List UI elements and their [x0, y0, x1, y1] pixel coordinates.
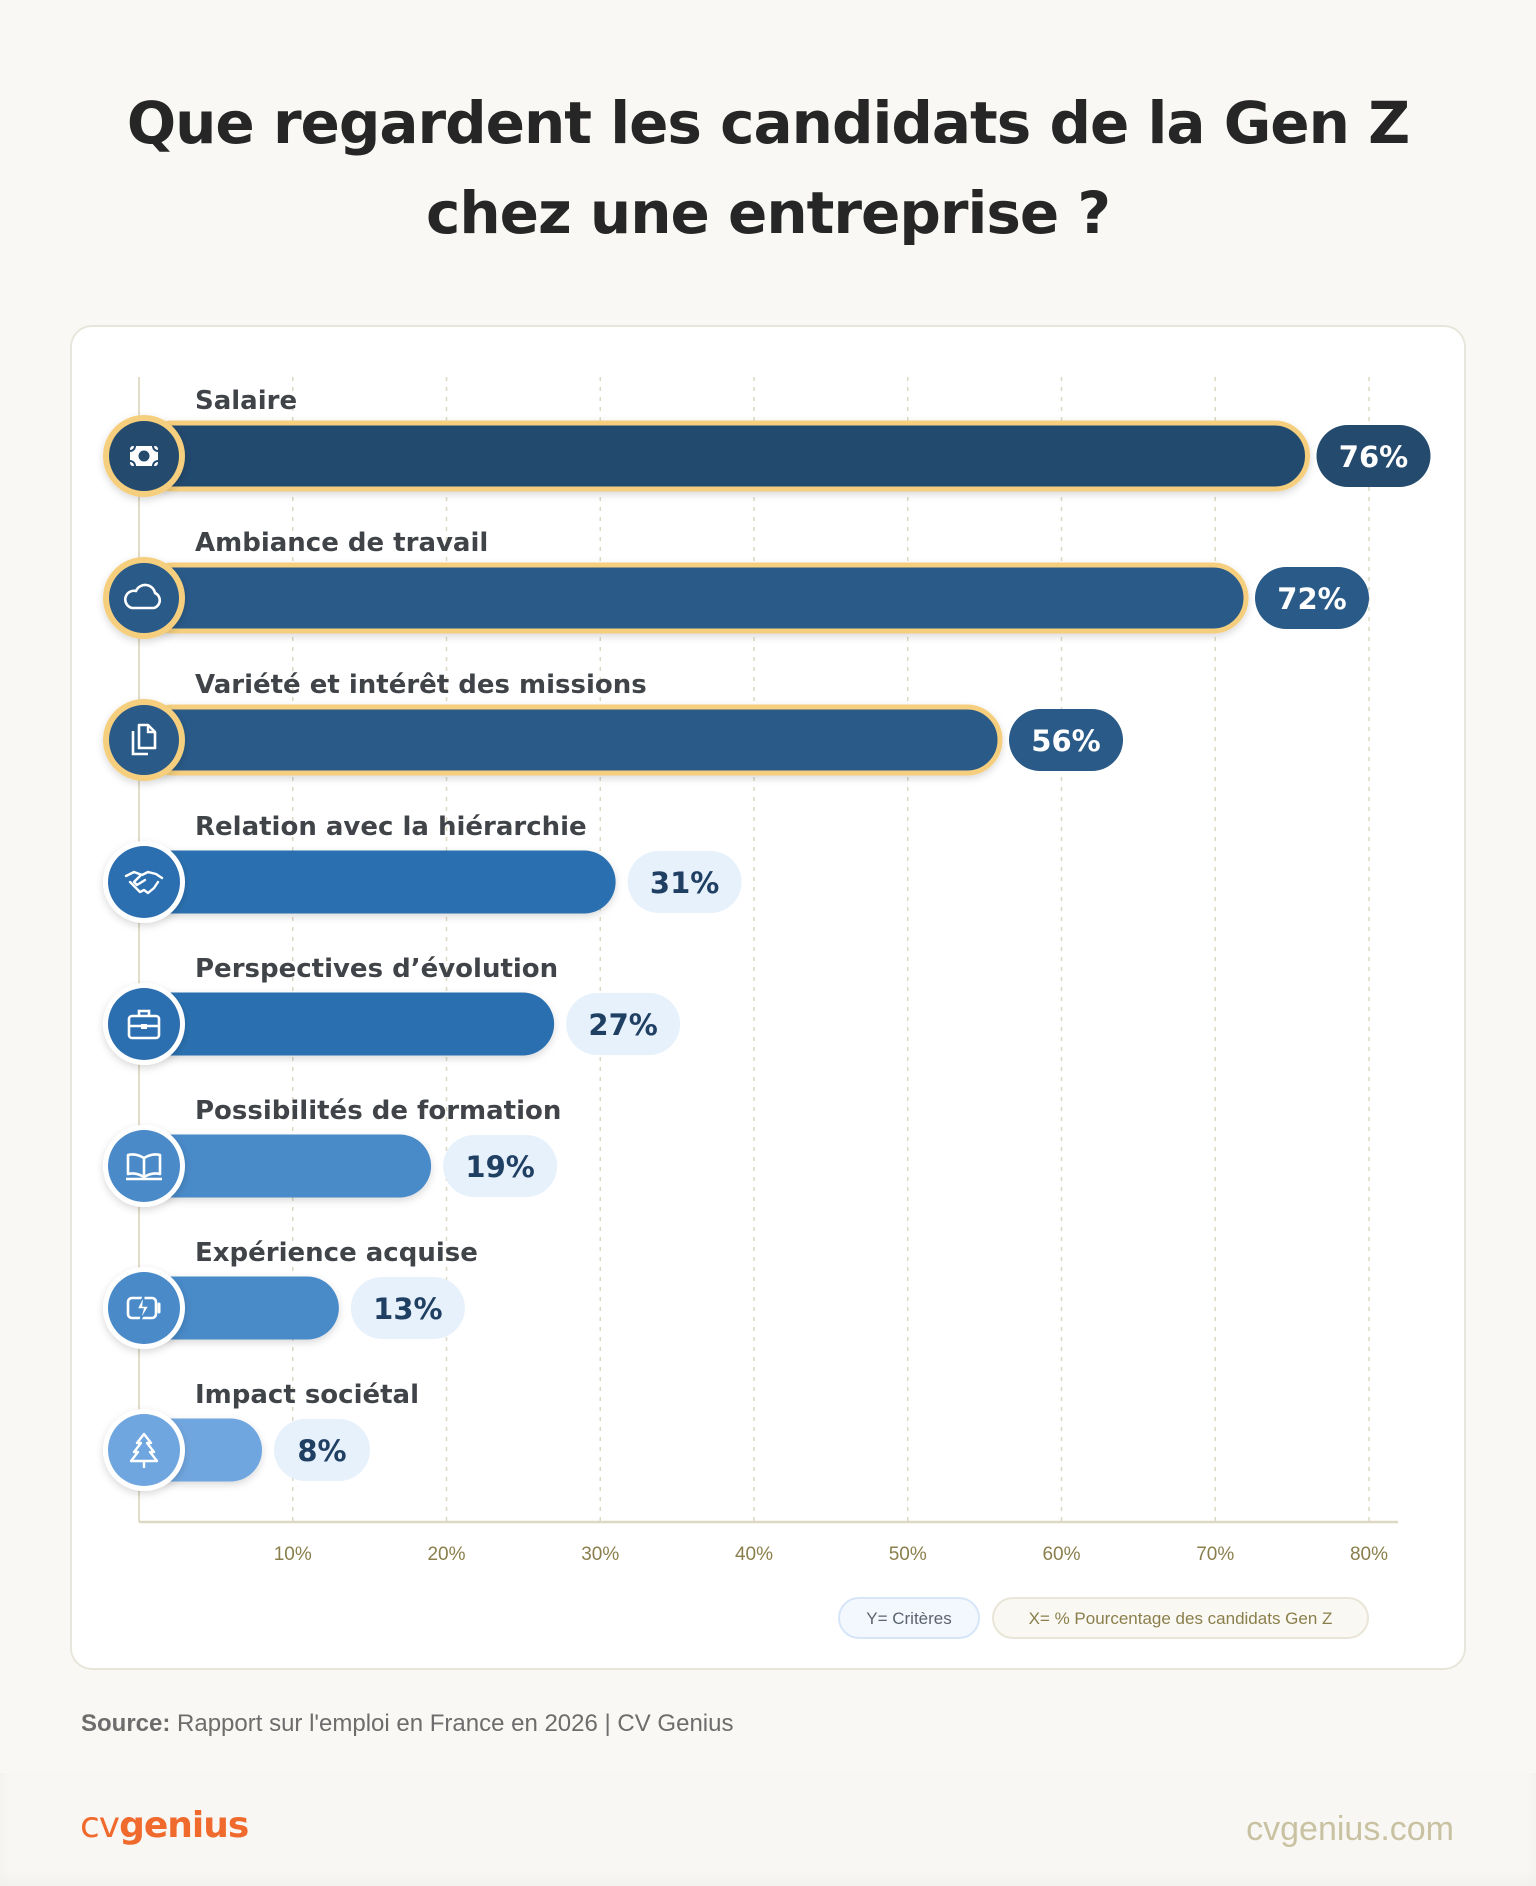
banknote-icon — [103, 415, 185, 497]
category-label: Variété et intérêt des missions — [195, 670, 647, 700]
value-label: 76% — [1339, 440, 1408, 474]
bar-row: Impact sociétal 8% — [103, 1380, 419, 1491]
footer — [0, 1773, 1536, 1886]
x-tick-label: 80% — [1350, 1544, 1388, 1565]
x-tick-label: 30% — [581, 1544, 619, 1565]
category-label: Perspectives d’évolution — [195, 954, 558, 984]
title-line-1: Que regardent les candidats de la Gen Z — [126, 89, 1410, 157]
bar — [140, 1134, 432, 1198]
value-pill — [350, 1277, 465, 1339]
category-label: Salaire — [195, 386, 297, 416]
category-label: Possibilités de formation — [195, 1096, 561, 1126]
value-pill — [1009, 709, 1123, 771]
bar — [137, 420, 1310, 492]
value-pill — [274, 1419, 370, 1481]
x-tick-label: 20% — [427, 1544, 465, 1565]
category-label: Impact sociétal — [195, 1380, 419, 1410]
x-tick-label: 70% — [1196, 1544, 1234, 1565]
value-pill — [627, 851, 742, 913]
book-icon — [103, 1125, 185, 1207]
x-tick-label: 10% — [274, 1544, 312, 1565]
bar — [137, 704, 1003, 776]
value-pill — [443, 1135, 558, 1197]
bar-row: Possibilités de formation 19% — [103, 1096, 561, 1207]
bar-row: Relation avec la hiérarchie 31% — [103, 812, 742, 923]
category-label: Relation avec la hiérarchie — [195, 812, 587, 842]
value-label: 19% — [465, 1150, 534, 1184]
value-label: 72% — [1277, 582, 1346, 616]
briefcase-icon — [103, 983, 185, 1065]
documents-icon — [103, 699, 185, 781]
cvgenius-logo: cvgenius — [80, 1805, 249, 1846]
bar — [137, 562, 1249, 634]
bar-row: Ambiance de travail 72% — [103, 528, 1369, 639]
handshake-icon — [103, 841, 185, 923]
bar-row: Expérience acquise 13% — [103, 1238, 478, 1349]
value-label: 56% — [1031, 724, 1100, 758]
x-axis-legend: X= % Pourcentage des candidats Gen Z — [992, 1597, 1369, 1639]
category-label: Expérience acquise — [195, 1238, 478, 1268]
x-tick-label: 50% — [889, 1544, 927, 1565]
source-label: Source: — [81, 1710, 171, 1737]
value-pill — [1316, 425, 1431, 487]
battery-bolt-icon — [103, 1267, 185, 1349]
source-note: Source: Rapport sur l'emploi en France e… — [81, 1710, 733, 1738]
value-label: 13% — [373, 1292, 442, 1326]
source-text: Rapport sur l'emploi en France en 2026 |… — [177, 1710, 734, 1737]
bar-row: Variété et intérêt des missions 56% — [103, 670, 1123, 781]
x-tick-label: 60% — [1042, 1544, 1080, 1565]
tree-icon — [103, 1409, 185, 1491]
value-label: 31% — [650, 866, 719, 900]
y-axis-legend: Y= Critères — [838, 1597, 980, 1639]
site-url[interactable]: cvgenius.com — [1246, 1810, 1454, 1848]
bar-chart: 10% 20% 30% 40% 50% 60% 70% 80% Salaire 76% Ambian… — [103, 377, 1431, 1565]
x-tick-label: 40% — [735, 1544, 773, 1565]
chart-title: Que regardent les candidats de la Gen Z … — [0, 78, 1536, 258]
bar — [140, 992, 555, 1056]
title-line-2: chez une entreprise ? — [425, 179, 1111, 247]
value-label: 8% — [297, 1434, 346, 1468]
value-pill — [566, 993, 681, 1055]
bar — [140, 1276, 339, 1340]
category-label: Ambiance de travail — [195, 528, 488, 558]
cloud-icon — [103, 557, 185, 639]
bar — [140, 850, 616, 914]
bar-row: Salaire 76% — [103, 386, 1431, 497]
bar-row: Perspectives d’évolution 27% — [103, 954, 681, 1065]
value-label: 27% — [588, 1008, 657, 1042]
value-pill — [1255, 567, 1369, 629]
